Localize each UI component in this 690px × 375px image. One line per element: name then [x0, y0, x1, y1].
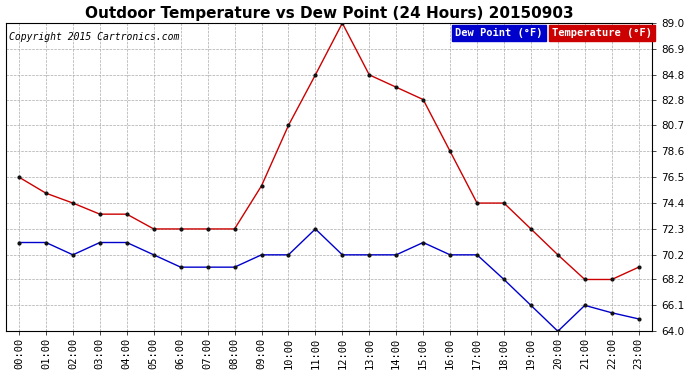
- Text: Copyright 2015 Cartronics.com: Copyright 2015 Cartronics.com: [9, 32, 179, 42]
- Title: Outdoor Temperature vs Dew Point (24 Hours) 20150903: Outdoor Temperature vs Dew Point (24 Hou…: [85, 6, 573, 21]
- Text: Dew Point (°F): Dew Point (°F): [455, 28, 542, 38]
- Text: Temperature (°F): Temperature (°F): [552, 28, 652, 38]
